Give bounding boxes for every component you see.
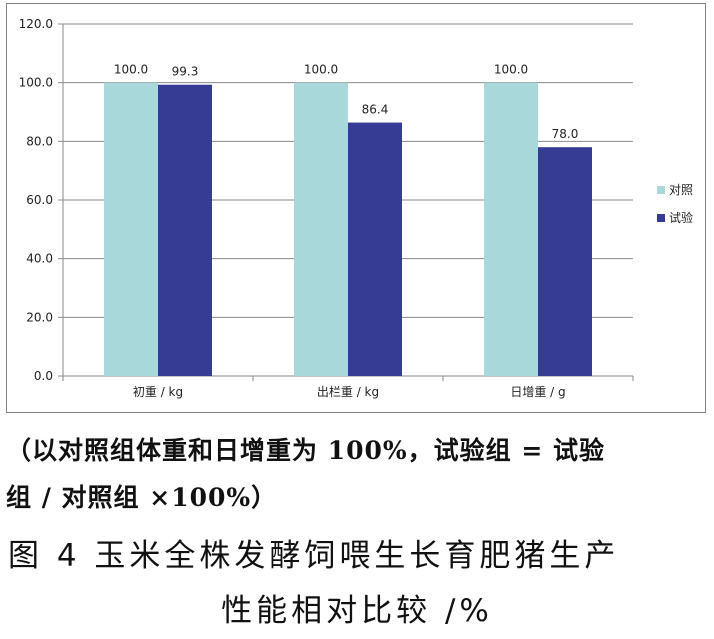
chart-note-line-2: 组 / 对照组 ×100%） <box>6 483 278 512</box>
legend-swatch <box>657 214 665 222</box>
data-label: 78.0 <box>552 127 579 141</box>
data-label: 99.3 <box>172 65 199 79</box>
y-tick-label: 80.0 <box>26 134 53 148</box>
figure-caption-line-2: 性能相对比较 /% <box>221 593 493 629</box>
bar-chart: 0.0 20.0 40.0 60.0 80.0 100.0 120.0 初重 / kg 100.… <box>19 17 693 399</box>
y-tick-label: 40.0 <box>26 252 53 266</box>
bar-trial <box>538 147 592 376</box>
x-tick-label: 出栏重 / kg <box>317 384 379 399</box>
figure-caption-line-1: 图 4 玉米全株发酵饲喂生长育肥猪生产 <box>8 538 620 574</box>
data-label: 100.0 <box>494 63 528 77</box>
data-label: 86.4 <box>362 103 389 117</box>
bar-control <box>294 82 348 377</box>
legend-swatch <box>657 186 665 194</box>
x-tick-label: 日增重 / g <box>510 385 565 399</box>
legend-label: 试验 <box>669 210 693 225</box>
data-label: 100.0 <box>114 63 148 77</box>
y-tick-label: 120.0 <box>19 17 53 31</box>
data-label: 100.0 <box>304 63 338 77</box>
chart-note-line-1: （以对照组体重和日增重为 100%，试验组 = 试验 <box>6 436 605 465</box>
y-tick-label: 0.0 <box>34 369 53 383</box>
bar-trial <box>158 84 212 376</box>
y-tick-label: 100.0 <box>19 76 53 90</box>
bar-control <box>104 82 158 377</box>
chart-frame: 0.0 20.0 40.0 60.0 80.0 100.0 120.0 初重 / kg 100.… <box>6 3 706 413</box>
y-tick-label: 20.0 <box>26 310 53 324</box>
x-tick-label: 初重 / kg <box>133 385 183 399</box>
bar-trial <box>348 122 402 376</box>
y-tick-label: 60.0 <box>26 193 53 207</box>
legend-label: 对照 <box>669 183 693 197</box>
bar-control <box>484 82 538 377</box>
